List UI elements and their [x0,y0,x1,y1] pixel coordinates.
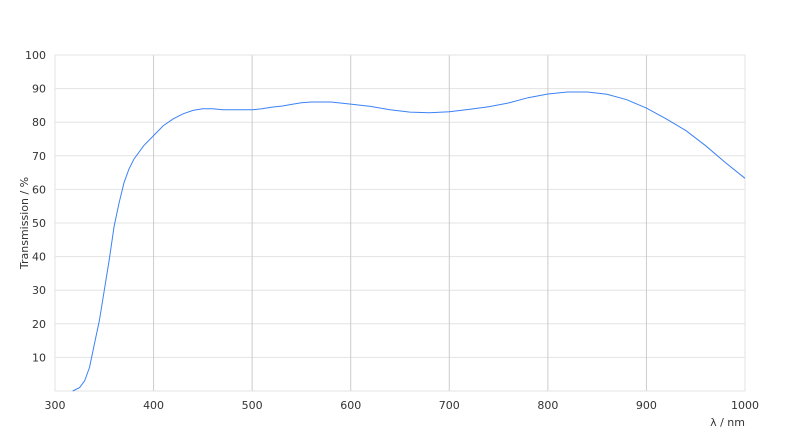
x-tick-label: 500 [242,399,263,412]
y-tick-label: 20 [32,318,46,331]
x-tick-label: 400 [143,399,164,412]
series-line [72,91,746,392]
x-tick-label: 300 [45,399,66,412]
x-tick-label: 600 [340,399,361,412]
grid [54,54,746,392]
y-tick-label: 10 [32,351,46,364]
y-tick-label: 100 [25,49,46,62]
y-tick-label: 70 [32,150,46,163]
y-tick-label: 60 [32,183,46,196]
x-tick-label: 800 [537,399,558,412]
x-tick-label: 1000 [731,399,759,412]
y-tick-label: 30 [32,284,46,297]
x-tick-label: 700 [439,399,460,412]
y-tick-label: 40 [32,251,46,264]
y-tick-label: 50 [32,217,46,230]
y-tick-label: 80 [32,116,46,129]
y-tick-label: 90 [32,83,46,96]
y-axis-label: Transmission / % [18,177,31,270]
x-axis-label: λ / nm [710,416,745,429]
tick-labels: 10 20 30 40 50 60 70 80 90 100 300 400 500 600 700 800 9… [25,49,759,412]
x-tick-label: 900 [636,399,657,412]
